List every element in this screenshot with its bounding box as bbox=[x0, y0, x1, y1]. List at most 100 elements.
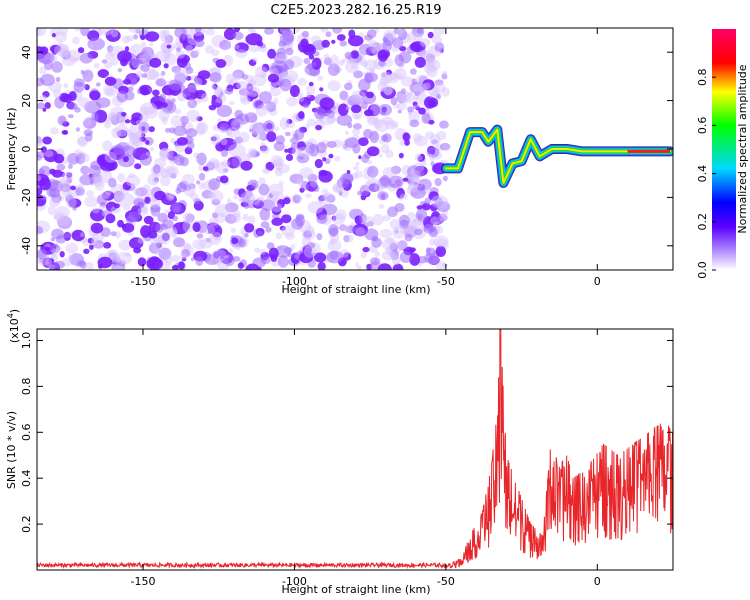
noise-blob bbox=[97, 256, 113, 269]
noise-blob bbox=[100, 201, 106, 207]
noise-blob bbox=[251, 182, 257, 189]
noise-blob bbox=[259, 146, 270, 154]
colorbar-gradient bbox=[712, 29, 736, 270]
noise-blob bbox=[194, 75, 205, 85]
noise-blob bbox=[83, 117, 92, 127]
noise-blob bbox=[82, 69, 94, 83]
noise-blob bbox=[374, 251, 380, 258]
noise-blob bbox=[414, 228, 423, 236]
noise-blob bbox=[133, 34, 139, 40]
noise-blob bbox=[214, 223, 219, 229]
noise-blob bbox=[78, 97, 90, 108]
noise-blob bbox=[182, 212, 194, 224]
noise-blob bbox=[392, 226, 405, 239]
noise-blob bbox=[148, 230, 158, 239]
noise-blob bbox=[41, 195, 47, 201]
noise-blob bbox=[367, 221, 374, 227]
noise-blob bbox=[339, 224, 347, 232]
noise-blob bbox=[269, 64, 284, 75]
noise-blob bbox=[67, 254, 73, 260]
spectrogram-panel: -150 -100 -50 0 -40 -20 0 20 40 Height of strai… bbox=[5, 27, 674, 296]
noise-blob bbox=[306, 94, 316, 102]
noise-blob bbox=[171, 98, 176, 103]
noise-blob bbox=[407, 212, 416, 219]
noise-blob bbox=[170, 137, 176, 144]
noise-blob bbox=[426, 58, 441, 72]
noise-blob bbox=[236, 80, 248, 90]
noise-blob bbox=[425, 53, 435, 63]
noise-blob bbox=[161, 232, 170, 242]
noise-blob bbox=[93, 62, 101, 69]
noise-blob bbox=[117, 172, 126, 183]
noise-blob bbox=[234, 44, 240, 50]
noise-blob bbox=[168, 193, 175, 200]
noise-blob bbox=[390, 45, 400, 53]
noise-blob bbox=[173, 206, 181, 213]
noise-blob bbox=[306, 85, 316, 95]
noise-blob bbox=[269, 193, 273, 199]
noise-blob bbox=[284, 131, 291, 137]
noise-blob bbox=[398, 62, 404, 67]
noise-blob bbox=[428, 191, 440, 201]
noise-blob bbox=[277, 53, 288, 61]
noise-blob bbox=[441, 87, 450, 97]
noise-blob bbox=[427, 45, 443, 57]
noise-blob bbox=[276, 47, 287, 60]
noise-blob bbox=[116, 129, 128, 139]
noise-blob bbox=[250, 74, 267, 87]
noise-blob bbox=[113, 191, 124, 203]
noise-blob bbox=[192, 239, 206, 250]
noise-blob bbox=[413, 82, 427, 96]
noise-blob bbox=[301, 236, 312, 248]
noise-blob bbox=[271, 206, 282, 215]
noise-blob bbox=[193, 80, 199, 86]
noise-blob bbox=[341, 58, 346, 64]
noise-blob bbox=[323, 53, 330, 61]
noise-blob bbox=[297, 177, 304, 186]
noise-blob bbox=[110, 114, 120, 126]
noise-blob bbox=[229, 248, 234, 253]
noise-blob bbox=[411, 174, 420, 182]
noise-blob bbox=[44, 246, 51, 251]
noise-blob bbox=[325, 31, 332, 38]
noise-blob bbox=[345, 234, 354, 243]
noise-blob bbox=[140, 64, 150, 72]
noise-blob bbox=[295, 195, 303, 201]
noise-blob bbox=[136, 70, 143, 78]
noise-blob bbox=[58, 47, 68, 58]
noise-blob bbox=[374, 182, 384, 193]
noise-blob bbox=[111, 256, 122, 267]
noise-blob bbox=[331, 215, 337, 221]
noise-blob bbox=[60, 183, 71, 193]
noise-blob bbox=[336, 34, 346, 41]
noise-blob bbox=[102, 140, 113, 152]
noise-blob bbox=[224, 202, 239, 213]
noise-blob bbox=[423, 61, 436, 74]
noise-blob bbox=[354, 94, 360, 99]
noise-blob bbox=[415, 208, 428, 222]
noise-blob bbox=[385, 120, 399, 130]
noise-blob bbox=[47, 205, 57, 216]
noise-blob bbox=[260, 256, 271, 264]
noise-blob bbox=[94, 179, 105, 191]
noise-blob bbox=[334, 155, 341, 162]
noise-blob bbox=[176, 137, 188, 146]
noise-blob bbox=[323, 57, 333, 66]
noise-blob bbox=[270, 155, 283, 167]
noise-blob bbox=[86, 167, 95, 174]
noise-blob bbox=[144, 106, 159, 119]
noise-blob bbox=[389, 243, 398, 252]
noise-blob bbox=[120, 145, 136, 157]
noise-blob bbox=[247, 151, 255, 159]
noise-blob bbox=[149, 146, 154, 152]
noise-blob bbox=[234, 109, 244, 120]
noise-blob bbox=[402, 132, 410, 142]
noise-blob bbox=[154, 190, 166, 201]
noise-blob bbox=[234, 28, 240, 33]
noise-blob bbox=[219, 91, 224, 96]
y-tick-label: -20 bbox=[20, 188, 33, 206]
noise-blob bbox=[239, 93, 249, 103]
noise-blob bbox=[297, 77, 307, 86]
noise-blob bbox=[104, 122, 112, 129]
noise-blob bbox=[439, 142, 451, 151]
